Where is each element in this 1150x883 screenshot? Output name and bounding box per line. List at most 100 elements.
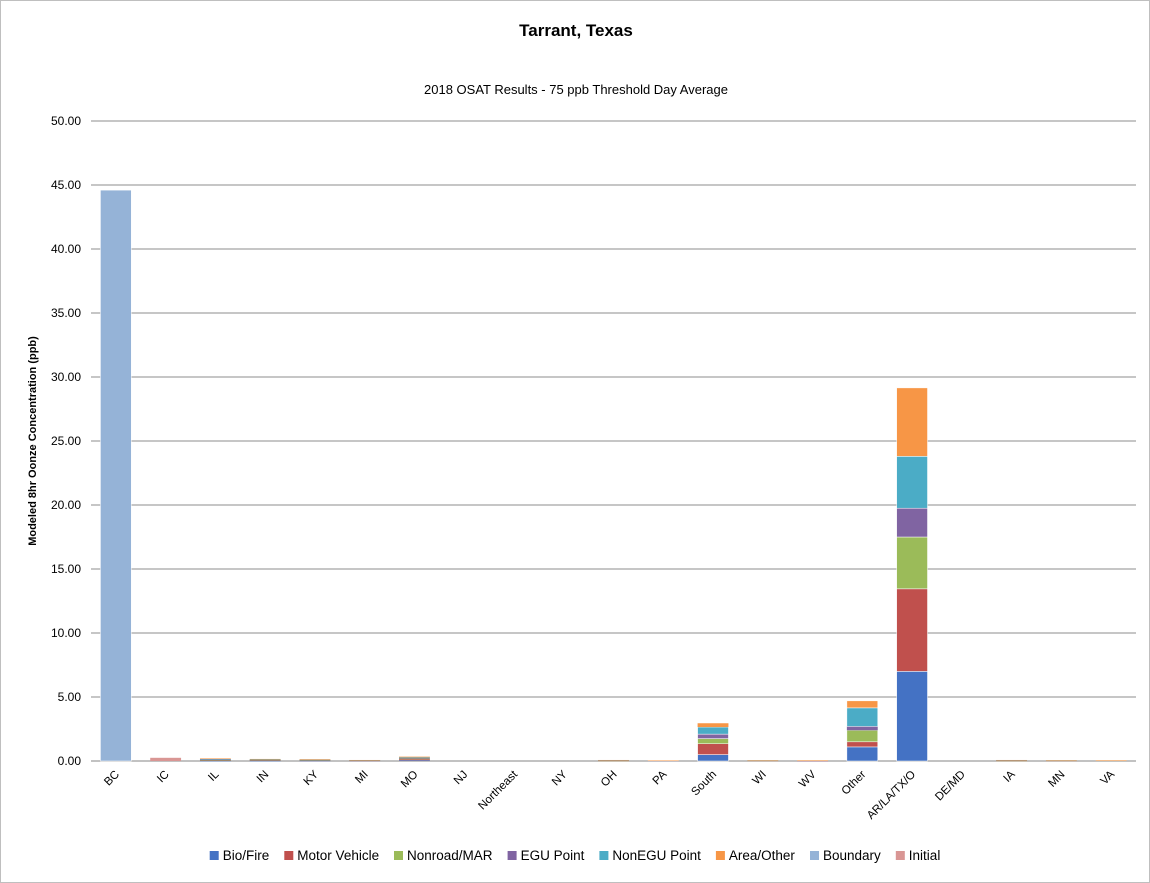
- bar-other-egu-point: [846, 726, 878, 731]
- legend-swatch-area-other: [715, 851, 725, 860]
- x-tick-labels: BC IC IL IN KY MI MO NJ Northeast NY OH PA South WI WV…: [102, 768, 1117, 822]
- x-tick-nj: NJ: [452, 769, 470, 787]
- x-tick-mn: MN: [1046, 769, 1067, 790]
- x-tick-wi: WI: [750, 769, 768, 787]
- x-tick-other: Other: [840, 769, 869, 798]
- bar-ky-nonegu-point: [299, 759, 331, 761]
- bar-ia-area-other: [996, 759, 1028, 761]
- bar-wv-area-other: [797, 760, 828, 761]
- bar-other-nonroad-mar: [846, 730, 878, 743]
- bar-oh-area-other: [598, 759, 629, 761]
- x-tick-mo: MO: [399, 769, 421, 791]
- x-tick-va: VA: [1098, 768, 1117, 787]
- bar-ar-la-tx-o-bio-fire: [896, 671, 928, 762]
- x-tick-bc: BC: [102, 769, 122, 789]
- x-tick-il: IL: [206, 768, 222, 784]
- bar-other-bio-fire: [846, 746, 878, 762]
- y-tick-35-00: 35.00: [51, 306, 81, 320]
- bar-mn-area-other: [1045, 760, 1077, 761]
- legend-swatch-initial: [895, 851, 905, 860]
- bar-in-bio-fire: [249, 760, 281, 762]
- bar-mi-area-other: [349, 759, 381, 761]
- y-tick-labels: 0.00 5.00 10.00 15.00 20.00 25.00 30.00 35.00 40…: [51, 114, 81, 768]
- bar-south-nonroad-mar: [697, 738, 729, 744]
- chart-title: Tarrant, Texas: [519, 21, 633, 40]
- legend-item-nonegu-point: NonEGU Point: [599, 848, 701, 863]
- gridlines: [91, 120, 1136, 762]
- bar-other-area-other: [846, 700, 878, 709]
- y-tick-15-00: 15.00: [51, 562, 81, 576]
- legend-label-area-other: Area/Other: [729, 848, 796, 863]
- legend-item-boundary: Boundary: [810, 848, 881, 863]
- bar-mo-bio-fire: [399, 760, 430, 761]
- bar-il-nonroad-mar: [199, 759, 231, 761]
- y-tick-5-00: 5.00: [58, 690, 82, 704]
- y-tick-10-00: 10.00: [51, 626, 81, 640]
- bar-south-nonegu-point: [697, 726, 729, 735]
- bar-il-egu-point: [199, 759, 231, 761]
- bar-south-area-other: [697, 723, 729, 728]
- bar-ky-area-other: [299, 759, 331, 760]
- bar-mo-nonegu-point: [399, 757, 430, 759]
- legend-item-initial: Initial: [895, 848, 941, 863]
- bars: [100, 189, 1127, 762]
- chart-subtitle: 2018 OSAT Results - 75 ppb Threshold Day…: [424, 82, 728, 97]
- bar-south-egu-point: [697, 733, 729, 739]
- bar-mo-motor-vehicle: [399, 759, 430, 761]
- x-tick-south: South: [689, 769, 719, 799]
- legend-swatch-nonegu-point: [599, 851, 609, 860]
- bar-va-area-other: [1095, 760, 1127, 761]
- bar-in-nonegu-point: [249, 759, 281, 761]
- legend-label-nonroad-mar: Nonroad/MAR: [407, 848, 493, 863]
- legend-label-initial: Initial: [909, 848, 941, 863]
- bar-il-nonegu-point: [199, 759, 231, 760]
- bar-pa-area-other: [647, 760, 679, 762]
- legend-item-bio-fire: Bio/Fire: [209, 848, 270, 863]
- y-axis-label: Modeled 8hr Oonze Concentration (ppb): [27, 336, 39, 546]
- legend-swatch-bio-fire: [209, 851, 219, 860]
- legend-label-nonegu-point: NonEGU Point: [612, 848, 701, 863]
- bar-il-area-other: [199, 758, 231, 760]
- legend-swatch-boundary: [810, 851, 819, 860]
- bar-bc-boundary: [100, 189, 132, 762]
- x-tick-pa: PA: [651, 768, 670, 787]
- y-tick-25-00: 25.00: [51, 434, 81, 448]
- bar-south-bio-fire: [697, 754, 729, 762]
- bar-wi-area-other: [747, 760, 779, 761]
- x-tick-ic: IC: [155, 769, 172, 786]
- y-tick-40-00: 40.00: [51, 242, 81, 256]
- x-tick-ar-la-tx-o: AR/LA/TX/O: [865, 769, 918, 822]
- legend-label-motor-vehicle: Motor Vehicle: [297, 848, 379, 863]
- x-tick-ky: KY: [302, 768, 322, 788]
- y-tick-50-00: 50.00: [51, 114, 81, 128]
- legend-label-bio-fire: Bio/Fire: [223, 848, 270, 863]
- legend-item-egu-point: EGU Point: [507, 848, 585, 863]
- legend-item-area-other: Area/Other: [715, 848, 796, 863]
- legend-item-nonroad-mar: Nonroad/MAR: [394, 848, 493, 863]
- bar-in-nonroad-mar: [249, 760, 281, 761]
- legend-swatch-motor-vehicle: [284, 851, 294, 860]
- bar-mo-nonroad-mar: [399, 758, 430, 760]
- x-tick-ny: NY: [550, 768, 570, 788]
- bar-ar-la-tx-o-egu-point: [896, 507, 928, 538]
- y-tick-20-00: 20.00: [51, 498, 81, 512]
- y-tick-45-00: 45.00: [51, 178, 81, 192]
- bar-ar-la-tx-o-nonegu-point: [896, 456, 928, 509]
- bar-ic-initial: [150, 757, 182, 761]
- x-tick-oh: OH: [599, 769, 620, 790]
- bar-mo-egu-point: [399, 757, 430, 759]
- bar-other-nonegu-point: [846, 707, 878, 727]
- y-tick-0-00: 0.00: [58, 754, 82, 768]
- y-tick-30-00: 30.00: [51, 370, 81, 384]
- bar-il-motor-vehicle: [199, 760, 231, 761]
- legend: Bio/Fire Motor Vehicle Nonroad/MAR EGU Poin…: [209, 848, 941, 863]
- x-tick-wv: WV: [797, 768, 819, 790]
- bar-other-motor-vehicle: [846, 741, 878, 748]
- x-tick-northeast: Northeast: [476, 768, 520, 812]
- bar-ar-la-tx-o-area-other: [896, 387, 928, 457]
- x-tick-ia: IA: [1002, 768, 1018, 784]
- bar-in-area-other: [249, 758, 281, 760]
- bar-il-bio-fire: [199, 760, 231, 762]
